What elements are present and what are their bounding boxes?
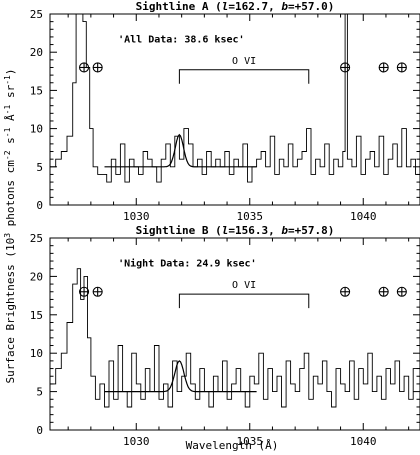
y-label-sup: 3 — [3, 233, 12, 238]
x-tick-label: 1040 — [350, 210, 377, 223]
panel-title: Sightline A (l=162.7, b=+57.0) — [136, 0, 335, 13]
y-tick-label: 10 — [30, 347, 43, 360]
y-tick-label: 15 — [30, 309, 43, 322]
x-axis-label: Wavelength (Å) — [186, 439, 279, 452]
y-tick-label: 0 — [36, 199, 43, 212]
spectrum-series — [50, 14, 420, 183]
earth-symbol-icon — [378, 286, 389, 297]
exposure-annotation: 'All Data: 38.6 ksec' — [118, 34, 244, 45]
earth-symbol-icon — [396, 62, 407, 73]
title-part: b — [281, 224, 288, 237]
y-tick-label: 5 — [36, 161, 43, 174]
earth-symbol-icon — [340, 62, 351, 73]
y-axis-label: Surface Brightness (103 photons cm-2 s-1… — [3, 69, 17, 384]
y-label-sup: -2 — [3, 150, 12, 160]
y-label-sup: -1 — [3, 104, 12, 114]
y-label-part: ) — [4, 69, 17, 76]
title-part: b — [281, 0, 288, 13]
x-tick-label: 1030 — [123, 435, 150, 448]
panel-b: Sightline B (l=156.3, b=+57.8) 0 5 10 15 20 25… — [30, 224, 420, 448]
x-tick-label: 1035 — [237, 210, 264, 223]
earth-symbol-icon — [78, 62, 90, 73]
y-tick-label: 15 — [30, 84, 43, 97]
x-tick-label: 1030 — [123, 210, 150, 223]
plot-frame — [49, 237, 420, 431]
ovi-label: O VI — [232, 280, 256, 291]
ovi-label: O VI — [232, 56, 256, 67]
y-label-part: Å — [4, 114, 17, 128]
y-label-part: sr — [4, 84, 17, 104]
y-label-part: s — [4, 137, 17, 150]
spectrum-series — [50, 268, 420, 408]
x-tick-label: 1035 — [237, 435, 264, 448]
y-tick-label: 0 — [36, 424, 43, 437]
title-part: Sightline B ( — [136, 224, 222, 237]
x-tick-label: 1040 — [350, 435, 377, 448]
y-tick-label: 25 — [30, 232, 43, 245]
panel-a: Sightline A (l=162.7, b=+57.0) 0 5 10 15 20 25… — [30, 0, 420, 223]
title-part: l — [222, 0, 229, 13]
y-tick-label: 20 — [30, 46, 43, 59]
earth-symbol-icon — [378, 62, 389, 73]
title-part: =+57.0) — [288, 0, 334, 13]
plot-frame — [49, 13, 420, 206]
title-part: =156.3, — [228, 224, 281, 237]
title-part: =+57.8) — [288, 224, 334, 237]
title-part: l — [222, 224, 229, 237]
exposure-annotation: 'Night Data: 24.9 ksec' — [118, 257, 256, 269]
title-part: =162.7, — [228, 0, 281, 13]
y-tick-label: 5 — [36, 386, 43, 399]
y-label-part: Surface Brightness (10 — [4, 238, 17, 384]
earth-symbol-icon — [78, 286, 90, 297]
ovi-bracket — [178, 293, 310, 309]
panel-title: Sightline B (l=156.3, b=+57.8) — [136, 224, 335, 237]
y-label-sup: -1 — [3, 75, 12, 85]
model-fit — [104, 133, 257, 168]
earth-symbol-icon — [396, 286, 407, 297]
ovi-bracket — [178, 69, 310, 84]
y-label-part: photons cm — [4, 160, 17, 233]
earth-symbol-icon — [340, 286, 351, 297]
model-fit — [104, 360, 257, 393]
earth-symbol-icon — [92, 62, 103, 73]
y-label-sup: -1 — [3, 127, 12, 137]
y-tick-label: 20 — [30, 270, 43, 283]
earth-symbol-icon — [92, 286, 103, 297]
y-tick-label: 25 — [30, 8, 43, 21]
y-tick-label: 10 — [30, 123, 43, 136]
title-part: Sightline A ( — [136, 0, 222, 13]
